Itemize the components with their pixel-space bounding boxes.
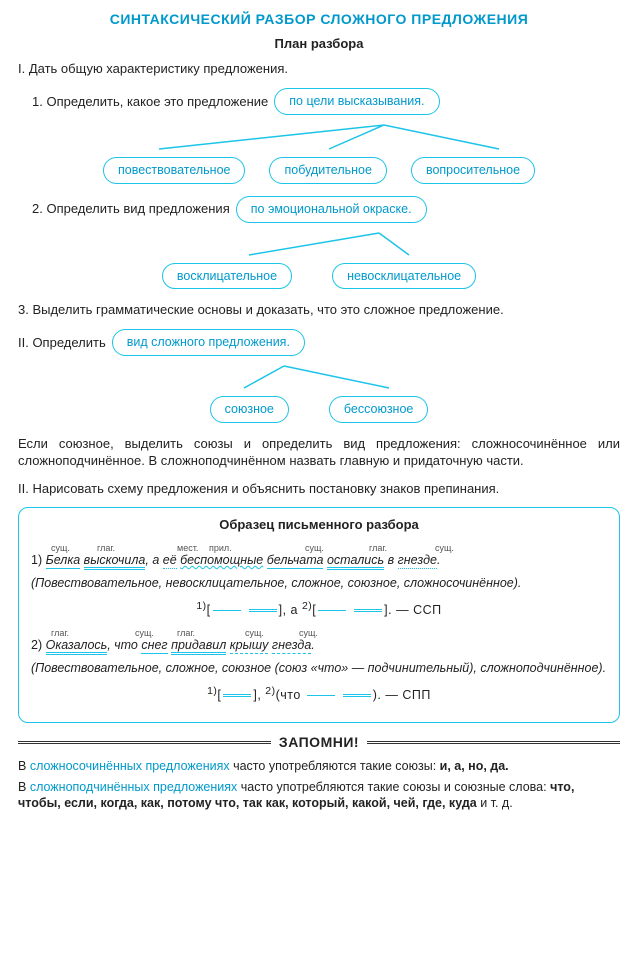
option-exclamatory: восклицательное — [162, 263, 292, 290]
option-nonexclamatory: невосклицательное — [332, 263, 476, 290]
word: , что — [107, 638, 141, 652]
purpose-bubble: по цели высказывания. — [274, 88, 439, 115]
section-2-prefix: II. Определить — [18, 334, 106, 352]
option-asyndetic: бессоюзное — [329, 396, 428, 423]
sentence-2-num: 2) — [31, 638, 42, 652]
example-title: Образец письменного разбора — [31, 516, 607, 534]
emotion-options: восклицательное невосклицательное — [18, 263, 620, 290]
note-1-rest: часто употребляются такие союзы: — [230, 759, 440, 773]
step-1-prefix: 1. Определить, какое это предложение — [32, 93, 268, 111]
word: , а — [145, 553, 162, 567]
page-title: СИНТАКСИЧЕСКИЙ РАЗБОР СЛОЖНОГО ПРЕДЛОЖЕН… — [18, 10, 620, 29]
schema-word: что — [280, 688, 301, 702]
step-1-line: 1. Определить, какое это предложение по … — [32, 88, 620, 115]
example-box: Образец письменного разбора сущ. глаг. м… — [18, 507, 620, 722]
divider-line — [18, 741, 271, 744]
word: гнезда — [272, 638, 311, 654]
schema-type: СПП — [402, 688, 431, 702]
sentence-1: 1) Белка выскочила, а её беспомощные бел… — [31, 552, 607, 569]
remember-title: ЗАПОМНИ! — [279, 733, 359, 752]
word: беспомощные — [180, 553, 263, 567]
step-3-text: 3. Выделить грамматические основы и дока… — [18, 301, 620, 319]
option-imperative: побудительное — [269, 157, 386, 184]
remember-note-2: В сложноподчинённых предложениях часто у… — [18, 779, 620, 813]
option-interrogative: вопросительное — [411, 157, 535, 184]
section-2-para: Если союзное, выделить союзы и определит… — [18, 435, 620, 470]
sentence-2: 2) Оказалось, что снег придавил крышу гн… — [31, 637, 607, 654]
emotion-bubble: по эмоциональной окраске. — [236, 196, 427, 223]
word: выскочила — [84, 553, 146, 570]
section-3-text: II. Нарисовать схему предложения и объяс… — [18, 480, 620, 498]
word: . — [437, 553, 440, 567]
note-2-cyan: сложноподчинённых предложениях — [30, 780, 237, 794]
word: крышу — [230, 638, 269, 654]
word: остались — [327, 553, 384, 570]
connector-2branch-b — [129, 364, 509, 390]
sentence-1-classification: (Повествовательное, невосклицательное, с… — [31, 575, 607, 592]
section-1-head: I. Дать общую характеристику предложения… — [18, 60, 620, 78]
word: бельчата — [267, 553, 324, 569]
complex-type-bubble: вид сложного предложения. — [112, 329, 305, 356]
remember-note-1: В сложносочинённых предложениях часто уп… — [18, 758, 620, 775]
option-conjunctive: союзное — [210, 396, 289, 423]
sentence-2-classification: (Повествовательное, сложное, союзное (со… — [31, 660, 607, 677]
word: придавил — [171, 638, 226, 655]
word: её — [163, 553, 177, 569]
word: Белка — [46, 553, 81, 569]
remember-divider: ЗАПОМНИ! — [18, 733, 620, 752]
section-2-head: II. Определить вид сложного предложения. — [18, 329, 620, 356]
sentence-1-schema: 1)[ ], а 2)[ ]. — ССП — [31, 600, 607, 619]
note-2-prefix: В — [18, 780, 30, 794]
note-2-tail: и т. д. — [477, 796, 513, 810]
note-1-bold: и, а, но, да. — [440, 759, 509, 773]
word: . — [311, 638, 314, 652]
word: снег — [141, 638, 167, 654]
step-2-prefix: 2. Определить вид предложения — [32, 200, 230, 218]
option-narrative: повествовательное — [103, 157, 246, 184]
step-2-line: 2. Определить вид предложения по эмоцион… — [32, 196, 620, 223]
note-2-rest: часто употребляются такие союзы и союзны… — [237, 780, 550, 794]
connector-2branch-a — [129, 231, 509, 257]
divider-line — [367, 741, 620, 744]
note-1-prefix: В — [18, 759, 30, 773]
word: в — [384, 553, 397, 567]
word: Оказалось — [46, 638, 108, 655]
complex-options: союзное бессоюзное — [18, 396, 620, 423]
word: гнезде — [398, 553, 437, 569]
connector-3branch — [69, 123, 569, 151]
sentence-2-schema: 1)[], 2)(что ). — СПП — [31, 685, 607, 704]
sentence-1-num: 1) — [31, 553, 42, 567]
annot: сущ. — [435, 542, 485, 554]
schema-type: ССП — [413, 603, 442, 617]
purpose-options: повествовательное побудительное вопросит… — [18, 157, 620, 184]
plan-subtitle: План разбора — [18, 35, 620, 53]
note-1-cyan: сложносочинённых предложениях — [30, 759, 230, 773]
